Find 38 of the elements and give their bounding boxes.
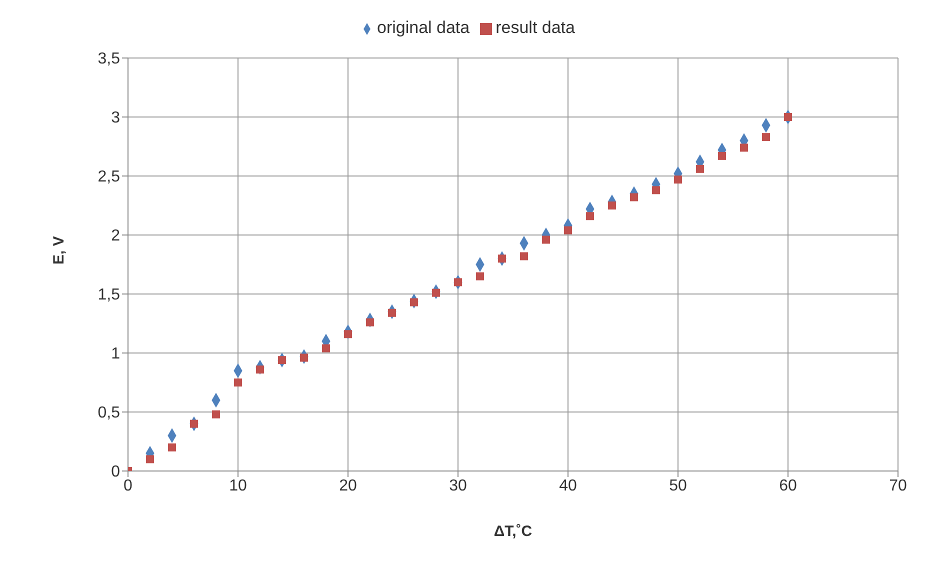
point [234,378,242,386]
y-tick-label: 1 [111,346,120,363]
point [146,455,154,464]
y-tick-label: 0,5 [98,404,120,422]
x-tick-label: 70 [889,477,907,494]
x-tick-label: 0 [124,477,133,494]
point [652,186,660,194]
point [630,193,638,202]
x-tick-label: 10 [229,477,247,494]
point [212,410,220,418]
point [168,443,176,452]
x-tick-label: 30 [449,477,467,494]
y-tick-label: 2,5 [98,168,120,186]
x-axis-title: ΔT,˚C [494,523,532,540]
legend-label: original data [376,18,470,37]
x-tick-label: 20 [339,477,357,494]
x-tick-label: 40 [559,477,577,494]
point [740,144,748,152]
point [322,344,330,352]
y-tick-label: 3 [111,110,120,127]
x-tick-label: 50 [669,477,687,494]
legend-label: result data [496,18,575,37]
y-tick-label: 3,5 [98,50,120,68]
point [542,236,550,244]
point [476,272,484,280]
point [520,252,528,260]
x-tick-label: 60 [779,477,797,494]
y-tick-label: 0 [111,464,120,481]
y-axis-title: E, V [50,236,68,264]
point [586,212,594,220]
y-tick-label: 1,5 [98,286,120,304]
y-tick-label: 2 [111,228,120,245]
point [564,226,572,234]
point [718,152,726,160]
point [762,133,770,142]
point [696,164,704,173]
point [608,202,616,210]
point [674,176,682,184]
